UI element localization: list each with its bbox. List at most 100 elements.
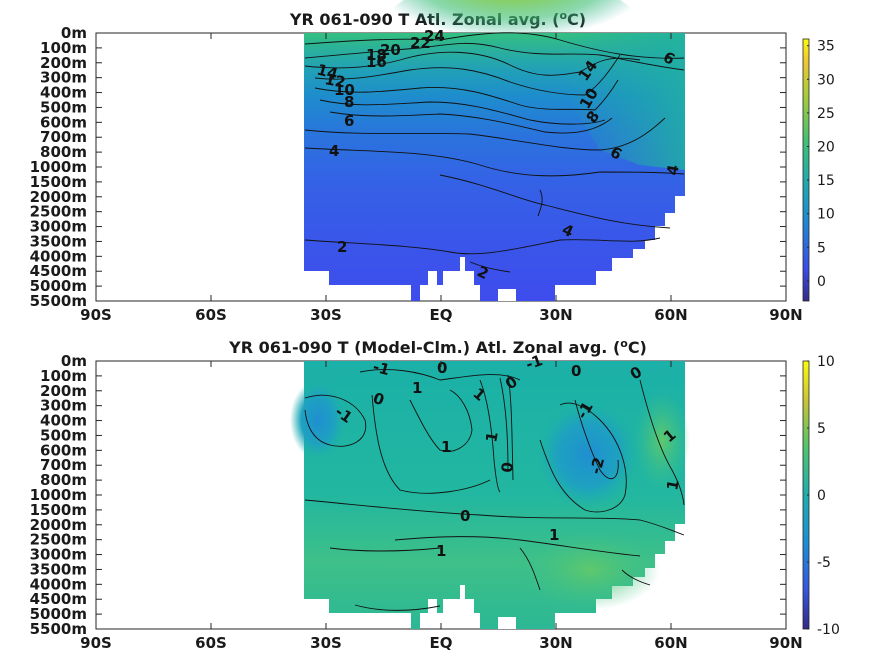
y-tick-label: 300m xyxy=(40,69,87,87)
colorbar-gradient-1 xyxy=(802,38,810,302)
x-tick-label: 30S xyxy=(310,634,342,652)
contour-label: 1 xyxy=(441,438,451,456)
y-tick-label: 5500m xyxy=(30,620,87,638)
contour-label: 18 xyxy=(366,46,387,64)
y-tick-label: 200m xyxy=(40,382,87,400)
y-tick-label: 3000m xyxy=(30,218,87,236)
y-tick-label: 200m xyxy=(40,54,87,72)
y-tick-label: 100m xyxy=(40,367,87,385)
colorbar-tick-label: 20 xyxy=(817,139,835,155)
land-mask-2a xyxy=(304,600,328,628)
y-tick-label: 100m xyxy=(40,39,87,57)
x-tick-label: 60N xyxy=(654,634,687,652)
y-tick-label: 3500m xyxy=(30,560,87,578)
contour-label: 1 xyxy=(549,526,559,544)
y-tick-label: 2000m xyxy=(30,188,87,206)
x-tick-label: 90S xyxy=(80,634,112,652)
colorbar-ticks-1: 35 30 25 20 15 10 5 0 xyxy=(807,39,835,290)
x-tick-label: 60S xyxy=(195,306,227,324)
contour-label: 0 xyxy=(460,507,470,525)
y-tick-label: 700m xyxy=(40,456,87,474)
land-mask-2c xyxy=(498,617,516,629)
north-warm-tongue-1 xyxy=(560,33,685,170)
cold-anomaly-north-2 xyxy=(536,400,640,510)
y-tick-label: 3500m xyxy=(30,232,87,250)
colorbar-tick-label: 0 xyxy=(817,274,826,290)
warm-anomaly-deep-2 xyxy=(520,530,660,610)
contour-label: 4 xyxy=(329,142,339,160)
contour-label: -1 xyxy=(573,399,597,422)
x-axis-2: 90S 60S 30S EQ 30N 60N 90N xyxy=(80,361,803,652)
y-tick-label: 4000m xyxy=(30,247,87,265)
x-tick-label: 90S xyxy=(80,306,112,324)
y-tick-label: 300m xyxy=(40,397,87,415)
y-tick-label: 2500m xyxy=(30,203,87,221)
y-tick-label: 400m xyxy=(40,412,87,430)
contour-label: 0 xyxy=(571,362,581,380)
y-tick-label: 1000m xyxy=(30,486,87,504)
contour-label: 1 xyxy=(436,542,446,560)
y-tick-label: 4500m xyxy=(30,590,87,608)
cold-anomaly-south-2 xyxy=(290,380,346,460)
x-axis-1: 90S 60S 30S EQ 30N 60N 90N xyxy=(80,33,803,324)
colorbar-tick-label: 10 xyxy=(817,207,835,223)
y-tick-label: 700m xyxy=(40,128,87,146)
colorbar-tick-label: 5 xyxy=(817,421,826,437)
colorbar-1: 35 30 25 20 15 10 5 0 xyxy=(802,38,835,302)
colorbar-tick-label: 35 xyxy=(817,39,835,55)
y-tick-label: 4500m xyxy=(30,262,87,280)
y-axis-1: 0m100m200m300m400m500m600m700m800m1000m1… xyxy=(30,24,786,310)
y-tick-label: 4000m xyxy=(30,575,87,593)
contour-label: 10 xyxy=(334,81,355,99)
land-mask-1a xyxy=(304,272,328,300)
y-tick-label: 0m xyxy=(61,24,87,42)
y-tick-label: 5000m xyxy=(30,605,87,623)
contour-label: 0 xyxy=(437,359,447,377)
y-tick-label: 600m xyxy=(40,113,87,131)
x-tick-label: 30S xyxy=(310,306,342,324)
y-tick-label: 500m xyxy=(40,98,87,116)
y-tick-label: 500m xyxy=(40,426,87,444)
x-tick-label: 60N xyxy=(654,306,687,324)
contour-label: 16 xyxy=(366,53,387,71)
y-tick-label: 0m xyxy=(61,352,87,370)
field-2 xyxy=(290,361,690,629)
contour-label: 2 xyxy=(337,238,347,256)
land-mask-1c xyxy=(498,289,516,301)
contour-label: 1 xyxy=(482,430,502,443)
warm-anomaly-east-2 xyxy=(634,390,690,490)
contour-label: 6 xyxy=(344,112,354,130)
y-tick-label: 600m xyxy=(40,441,87,459)
land-mask-1b xyxy=(443,272,474,300)
contour-label: 12 xyxy=(323,70,347,91)
panel-2: YR 061-090 T (Model-Clm.) Atl. Zonal avg… xyxy=(30,337,840,652)
y-tick-label: 2500m xyxy=(30,531,87,549)
contour-label: 1 xyxy=(663,478,683,491)
contour-label: 24 xyxy=(424,27,445,45)
contour-label: 1 xyxy=(412,379,422,397)
colorbar-tick-label: -5 xyxy=(817,555,831,571)
y-tick-label: 400m xyxy=(40,84,87,102)
contour-label: -1 xyxy=(371,357,392,379)
chart-title-2: YR 061-090 T (Model-Clm.) Atl. Zonal avg… xyxy=(228,337,647,357)
colorbar-tick-label: 0 xyxy=(817,488,826,504)
y-tick-label: 800m xyxy=(40,471,87,489)
x-tick-label: 90N xyxy=(769,306,802,324)
contour-lines-1 xyxy=(304,32,685,273)
field-1 xyxy=(304,0,685,301)
contour-label: 20 xyxy=(380,41,401,59)
x-tick-label: EQ xyxy=(430,306,453,324)
contour-label: -1 xyxy=(523,351,545,374)
colorbar-tick-label: 5 xyxy=(817,240,826,256)
contour-labels-1: 24 22 20 18 16 14 14 12 10 10 8 8 6 6 6 … xyxy=(315,27,683,283)
contour-label: 4 xyxy=(663,163,683,176)
contour-lines-2 xyxy=(304,369,685,611)
y-tick-label: 800m xyxy=(40,143,87,161)
colorbar-2: 10 5 0 -5 -10 xyxy=(802,354,840,638)
colorbar-ticks-2: 10 5 0 -5 -10 xyxy=(807,354,840,638)
land-mask-2b xyxy=(443,600,474,628)
colorbar-tick-label: 25 xyxy=(817,106,835,122)
y-tick-label: 1500m xyxy=(30,173,87,191)
